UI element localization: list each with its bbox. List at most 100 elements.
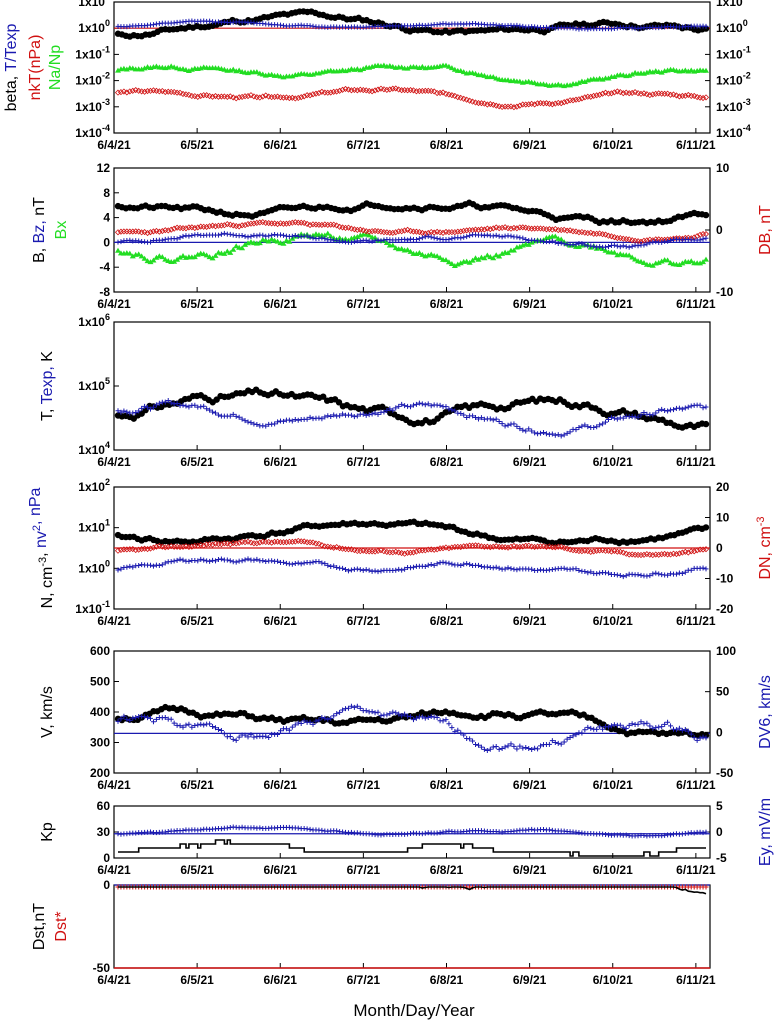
data-point xyxy=(581,79,588,85)
data-point xyxy=(505,565,511,571)
data-point xyxy=(139,405,145,411)
data-point xyxy=(194,93,201,100)
data-point xyxy=(150,228,157,235)
data-point xyxy=(626,722,632,728)
data-point xyxy=(156,88,163,95)
data-point xyxy=(413,401,419,407)
data-point xyxy=(507,543,515,550)
data-point xyxy=(570,733,576,739)
data-point xyxy=(449,725,455,731)
y-axis-label: beta, T/Texp xyxy=(3,24,20,112)
data-point xyxy=(375,411,381,417)
data-point xyxy=(419,714,425,720)
data-point xyxy=(286,417,292,423)
data-point xyxy=(573,732,579,738)
data-point xyxy=(484,232,490,238)
data-point xyxy=(127,237,133,243)
x-tick-label: 6/7/21 xyxy=(347,973,381,987)
x-tick-label: 6/9/21 xyxy=(513,778,547,792)
data-point xyxy=(327,233,334,239)
data-point xyxy=(310,559,316,565)
y-tick-label: 1x102 xyxy=(78,477,110,494)
data-point xyxy=(585,424,591,430)
data-point xyxy=(218,826,224,832)
data-point xyxy=(254,556,260,562)
data-point xyxy=(251,232,257,238)
data-point xyxy=(587,548,594,555)
data-point xyxy=(446,560,452,566)
data-point xyxy=(640,260,647,266)
data-point xyxy=(191,254,198,260)
data-point xyxy=(416,547,423,554)
data-point xyxy=(664,90,671,97)
data-point xyxy=(473,414,479,420)
data-point xyxy=(256,240,263,246)
data-point xyxy=(464,561,470,567)
y-tick-label: 1x10-4 xyxy=(75,123,110,140)
data-point xyxy=(499,234,505,240)
data-point xyxy=(156,228,163,235)
data-point xyxy=(458,562,464,568)
data-point xyxy=(269,232,275,238)
data-point xyxy=(470,413,476,419)
data-point xyxy=(641,410,647,416)
data-point xyxy=(448,261,455,267)
plot-frame xyxy=(113,1,711,134)
data-point xyxy=(535,431,541,437)
data-point xyxy=(700,830,706,836)
x-tick-label: 6/10/21 xyxy=(593,778,633,792)
data-point xyxy=(481,226,488,233)
data-point xyxy=(593,230,600,237)
data-point xyxy=(505,743,511,749)
data-point xyxy=(587,93,594,100)
data-point xyxy=(428,713,434,719)
data-point xyxy=(369,709,375,715)
data-point xyxy=(239,232,245,238)
data-point xyxy=(552,432,558,438)
x-tick-label: 6/10/21 xyxy=(593,455,633,469)
data-point xyxy=(227,558,233,564)
data-point xyxy=(467,736,473,742)
x-tick-label: 6/8/21 xyxy=(430,863,464,877)
data-point xyxy=(121,713,127,719)
data-point xyxy=(699,94,707,102)
data-point xyxy=(496,746,502,752)
data-point xyxy=(266,734,272,740)
plot-frame xyxy=(113,650,711,774)
x-tick-label: 6/11/21 xyxy=(676,297,716,311)
data-point xyxy=(396,403,402,409)
data-point xyxy=(150,719,156,725)
data-point xyxy=(183,722,189,728)
data-point xyxy=(180,724,186,730)
data-point xyxy=(322,236,328,242)
data-point xyxy=(463,227,470,234)
data-point xyxy=(301,560,307,566)
data-point xyxy=(186,404,192,410)
x-tick-label: 6/7/21 xyxy=(347,455,381,469)
data-point xyxy=(653,410,659,416)
data-point xyxy=(233,559,239,565)
y-tick-label: 400 xyxy=(90,705,110,719)
data-point xyxy=(641,242,647,248)
panel-Dst: 0 -506/4/21 6/5/21 6/6/21 6/7/21 6/8/21 6/9/21… xyxy=(31,878,716,987)
data-point xyxy=(253,540,260,547)
x-tick-label: 6/8/21 xyxy=(430,778,464,792)
data-point xyxy=(377,547,385,554)
data-point xyxy=(667,91,674,98)
data-point xyxy=(247,92,255,99)
data-point xyxy=(534,100,541,107)
data-point xyxy=(629,414,635,420)
data-point xyxy=(520,235,526,241)
data-point xyxy=(676,550,683,557)
x-tick-label: 6/9/21 xyxy=(513,297,547,311)
data-point xyxy=(434,546,441,553)
x-tick-label: 6/4/21 xyxy=(97,973,131,987)
data-point xyxy=(319,560,325,566)
data-point xyxy=(620,574,626,580)
data-point xyxy=(514,567,520,573)
data-point xyxy=(212,223,219,230)
data-point xyxy=(602,89,609,96)
data-point xyxy=(531,101,538,108)
data-point xyxy=(665,719,671,725)
data-point xyxy=(207,558,213,564)
